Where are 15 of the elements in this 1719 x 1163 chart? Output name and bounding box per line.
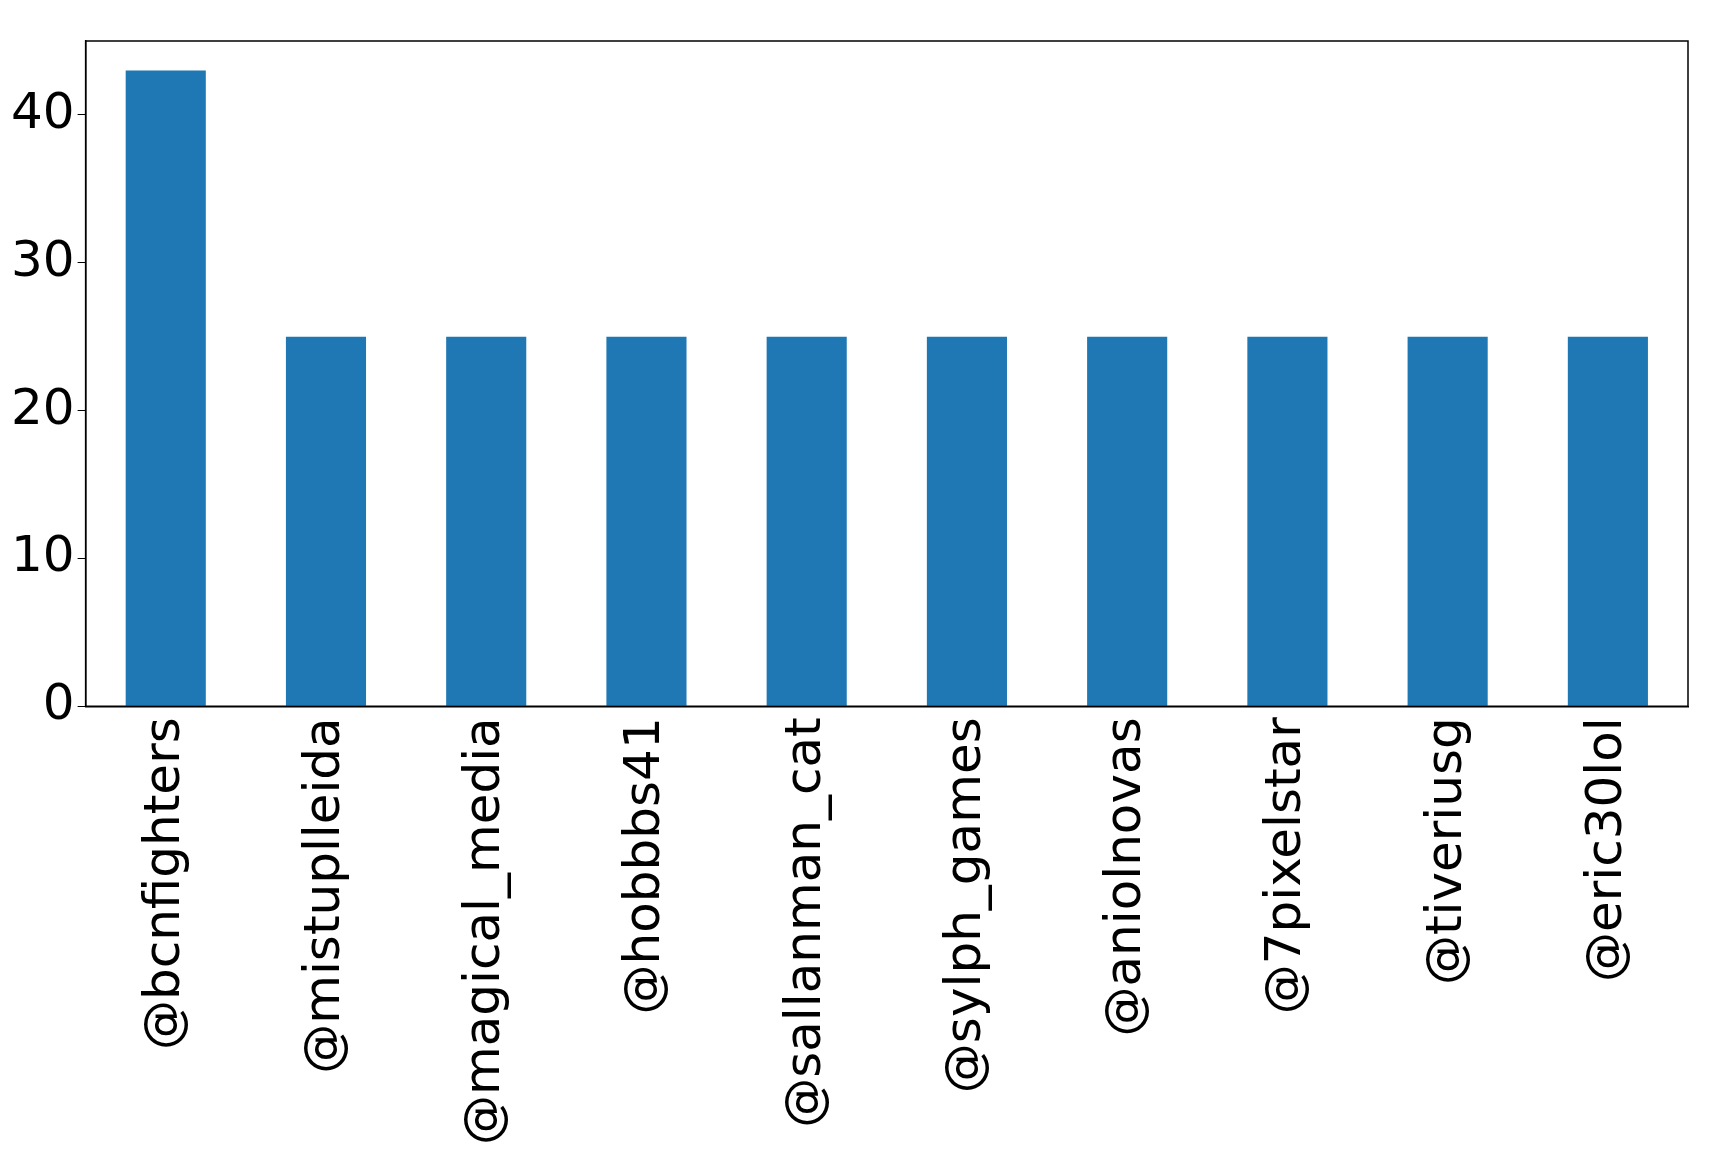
x-tick-label: @aniolnovas: [1094, 717, 1153, 1037]
x-tick-label: @hobbbs41: [613, 717, 672, 1015]
x-tick-label: @eric30lol: [1574, 717, 1633, 982]
x-tick-label: @tiveriusg: [1414, 717, 1473, 986]
x-tick-label: @7pixelstar: [1254, 716, 1313, 1015]
x-tick-label: @magical_media: [453, 717, 512, 1145]
x-tick-label: @sylph_games: [933, 717, 992, 1094]
y-tick-label: 30: [11, 229, 75, 288]
y-tick-label: 10: [11, 525, 75, 584]
y-tick-label: 20: [11, 377, 75, 436]
y-tick-label: 0: [42, 673, 75, 732]
x-tick-label: @mistuplleida: [292, 717, 351, 1074]
y-tick-label: 40: [11, 81, 75, 140]
x-tick-label: @sallanman_cat: [773, 717, 832, 1128]
x-tick-label: @bcnfighters: [132, 717, 191, 1051]
